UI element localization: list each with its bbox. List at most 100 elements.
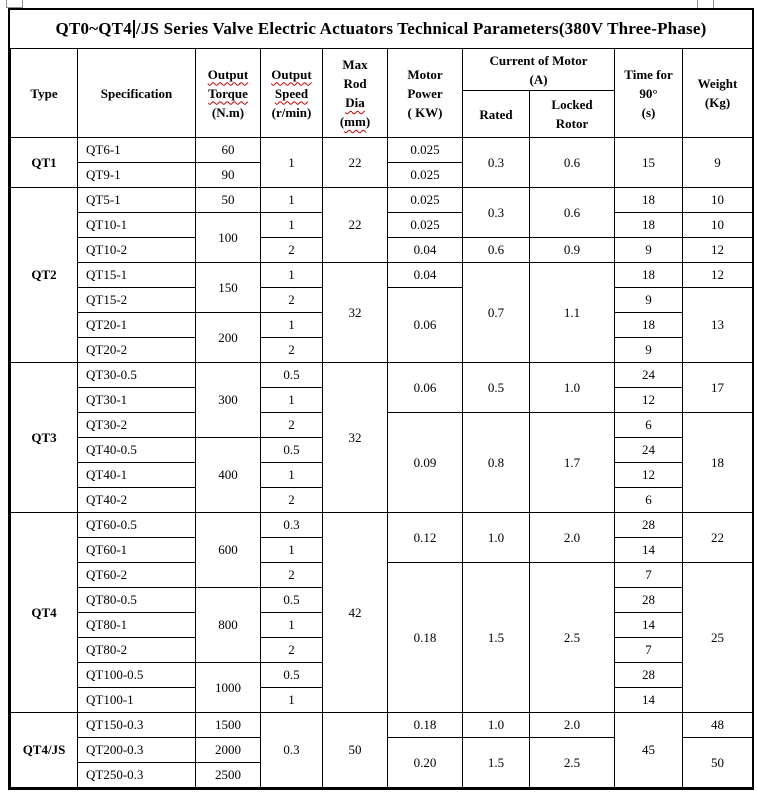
table-row: QT20-1 200 1 18 xyxy=(11,312,753,363)
value-cell: 22 xyxy=(682,512,754,563)
spec-cell: QT20-2 xyxy=(77,337,196,363)
value-cell: 1.1 xyxy=(528,262,616,363)
value-cell: 300 xyxy=(195,362,261,438)
value-cell: 9 xyxy=(614,237,684,263)
column-header-rated: Rated xyxy=(462,90,530,138)
spec-cell: QT250-0.3 xyxy=(77,762,196,788)
value-cell: 18 xyxy=(614,187,684,213)
value-cell: 0.3 xyxy=(260,712,323,788)
type-cell: QT1 xyxy=(10,137,78,188)
table-row: QT250-0.3 2500 xyxy=(11,762,753,788)
spec-cell: QT100-1 xyxy=(77,687,196,713)
value-cell: 12 xyxy=(682,237,754,263)
title-text-before-cursor: QT0~QT4 xyxy=(55,19,132,38)
spec-cell: QT200-0.3 xyxy=(77,737,196,763)
table-row: QT3 QT30-0.5 300 0.5 32 0.06 0.5 1.0 24 17 xyxy=(10,362,754,513)
column-header-output-torque: Output Torque (N.m) xyxy=(195,48,261,138)
spec-cell: QT20-1 xyxy=(77,312,196,338)
value-cell: 0.18 xyxy=(387,562,463,713)
value-cell: 0.025 xyxy=(387,212,463,238)
value-cell: 1.7 xyxy=(528,412,616,513)
table-row: QT30-2 2 0.09 0.8 1.7 6 18 xyxy=(11,412,754,513)
type-cell: QT2 xyxy=(10,187,78,363)
spec-cell: QT80-1 xyxy=(77,612,196,638)
value-cell: 0.025 xyxy=(387,137,463,163)
value-cell: 6 xyxy=(614,487,684,513)
table-row: QT80-2 2 7 xyxy=(11,637,753,663)
value-cell: 0.025 xyxy=(387,187,463,213)
table-row: QT2 QT5-1 50 1 22 0.025 0.3 0.6 18 10 xyxy=(10,187,754,363)
value-cell: 100 xyxy=(195,212,261,263)
spec-cell: QT30-2 xyxy=(77,412,196,438)
value-cell: 0.7 xyxy=(462,262,530,363)
value-cell: 48 xyxy=(682,712,754,738)
value-cell: 6 xyxy=(614,412,684,438)
spec-cell: QT6-1 xyxy=(77,137,196,163)
value-cell: 0.5 xyxy=(260,362,323,388)
value-cell: 42 xyxy=(322,512,388,713)
value-cell: 28 xyxy=(614,512,684,538)
value-cell: 50 xyxy=(682,737,754,788)
value-cell: 12 xyxy=(614,387,684,413)
spec-cell: QT10-2 xyxy=(77,237,196,263)
column-header-locked-rotor: Locked Rotor xyxy=(528,90,616,138)
value-cell: 13 xyxy=(682,287,754,363)
table-row: QT80-0.5 800 0.5 28 xyxy=(11,587,753,663)
spec-cell: QT15-2 xyxy=(77,287,196,313)
value-cell: 15 xyxy=(614,137,684,188)
spec-cell: QT80-0.5 xyxy=(77,587,196,613)
value-cell: 0.5 xyxy=(260,662,323,688)
value-cell: 0.06 xyxy=(387,362,463,413)
value-cell: 150 xyxy=(195,262,261,313)
value-cell: 50 xyxy=(322,712,388,788)
table-row: QT20-2 2 9 xyxy=(11,337,753,363)
spec-cell: QT40-0.5 xyxy=(77,437,196,463)
value-cell: 10 xyxy=(682,187,754,213)
column-header-current-of-motor: Current of Motor (A) xyxy=(461,48,616,91)
column-header-max-rod-dia: Max Rod Dia (mm) xyxy=(322,48,388,138)
spec-cell: QT80-2 xyxy=(77,637,196,663)
value-cell: 0.12 xyxy=(387,512,463,563)
value-cell: 1500 xyxy=(195,712,261,738)
table-row: QT60-2 2 0.18 1.5 2.5 7 25 xyxy=(11,562,754,713)
parameters-table: Type Specification Output Torque (N.m) Output… xyxy=(10,48,754,788)
spec-cell: QT60-0.5 xyxy=(77,512,196,538)
value-cell: 32 xyxy=(322,362,388,513)
value-cell: 0.04 xyxy=(387,237,463,263)
table-row: QT1 QT6-1 60 1 22 0.025 0.3 0.6 15 9 xyxy=(10,137,754,188)
value-cell: 7 xyxy=(614,562,684,588)
value-cell: 0.9 xyxy=(528,237,616,263)
value-cell: 1.0 xyxy=(528,362,616,413)
value-cell: 0.3 xyxy=(260,512,323,538)
value-cell: 9 xyxy=(614,337,684,363)
value-cell: 0.5 xyxy=(260,437,323,463)
column-header-motor-power: Motor Power( KW) xyxy=(387,48,463,138)
table-row: QT15-2 2 0.06 9 13 xyxy=(11,287,754,363)
table-row: QT4/JS QT150-0.3 1500 0.3 50 0.18 1.0 2.0 45 48 xyxy=(10,712,754,788)
value-cell: 17 xyxy=(682,362,754,413)
type-cell: QT4/JS xyxy=(10,712,78,788)
value-cell: 24 xyxy=(614,437,684,463)
value-cell: 1.0 xyxy=(462,712,530,738)
text-cursor xyxy=(132,20,135,38)
table-row: QT15-1 150 1 32 0.04 0.7 1.1 18 12 xyxy=(11,262,754,363)
column-header-weight: Weight (Kg) xyxy=(682,48,754,138)
ruler-artifact-left xyxy=(6,0,23,8)
column-header-output-speed: Output Speed (r/min) xyxy=(260,48,323,138)
value-cell: 22 xyxy=(322,137,388,188)
value-cell: 2000 xyxy=(195,737,261,763)
value-cell: 24 xyxy=(614,362,684,388)
value-cell: 7 xyxy=(614,637,684,663)
table-row: QT200-0.3 2000 0.20 1.5 2.5 50 xyxy=(11,737,754,788)
spec-cell: QT15-1 xyxy=(77,262,196,288)
value-cell: 2 xyxy=(260,337,323,363)
value-cell: 2.0 xyxy=(528,712,616,738)
table-row: QT4 QT60-0.5 600 0.3 42 0.12 1.0 2.0 28 22 xyxy=(10,512,754,713)
value-cell: 600 xyxy=(195,512,261,588)
table-header: Type Specification Output Torque (N.m) Output… xyxy=(10,48,754,138)
value-cell: 1.5 xyxy=(462,737,530,788)
value-cell: 2 xyxy=(260,487,323,513)
value-cell: 2.5 xyxy=(528,737,616,788)
value-cell: 200 xyxy=(195,312,261,363)
spec-cell: QT60-1 xyxy=(77,537,196,563)
